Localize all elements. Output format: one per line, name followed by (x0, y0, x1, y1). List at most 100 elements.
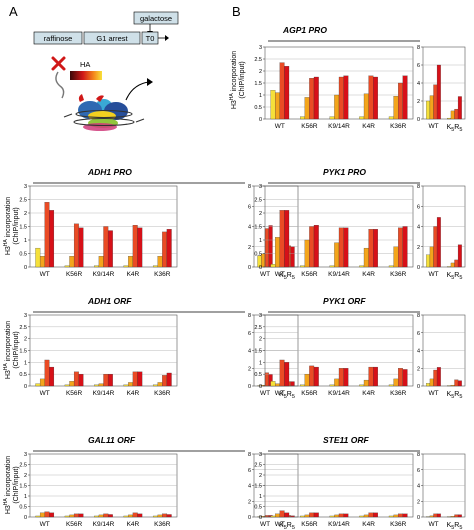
main-bar (103, 513, 109, 518)
x-label-k5r5: K5R5 (447, 272, 463, 281)
main-bar (304, 514, 310, 518)
main-bar (44, 511, 50, 518)
main-bar (368, 75, 374, 120)
inset-bar (447, 266, 452, 268)
y-tick-label: 3 (259, 452, 262, 458)
inset-bar (436, 217, 441, 268)
y-tick-label: 4 (417, 225, 420, 231)
main-bar (132, 371, 138, 387)
y-tick-label: 6 (417, 468, 420, 474)
x-label: K4R (362, 271, 375, 278)
inset-axes: 0 2 4 6 8 (417, 313, 466, 390)
main-bar (35, 383, 41, 387)
inset-bar (457, 244, 462, 268)
x-label: WT (275, 521, 285, 528)
main-bar (329, 515, 335, 518)
y-tick-label: 2.5 (254, 325, 262, 331)
main-bar (359, 515, 365, 518)
main-bar (69, 381, 75, 387)
main-bar (373, 76, 378, 120)
main-bar (313, 512, 319, 518)
main-bar (284, 512, 290, 518)
main-bar (393, 514, 399, 518)
inset-bar (454, 108, 459, 120)
y-tick-label: 0.5 (254, 372, 262, 378)
main-bar (313, 225, 319, 268)
g1-arrest-label: G1 arrest (96, 34, 128, 43)
x-label: K9/14R (328, 271, 350, 278)
y-tick-label: 0 (248, 515, 251, 521)
y-tick-label: 2 (417, 499, 420, 505)
x-label: K4R (127, 521, 140, 528)
y-tick-label: 1 (24, 360, 27, 366)
chart-title: ADH1 PRO (87, 167, 132, 177)
x-label-k5r5: K5R5 (447, 391, 463, 400)
y-tick-label: 0 (417, 515, 420, 521)
main-bar (388, 116, 394, 120)
x-label: K4R (362, 390, 375, 397)
y-tick-label: 0 (259, 117, 262, 123)
x-label: K36R (154, 271, 171, 278)
y-tick-label: 4 (417, 484, 420, 490)
main-bar (107, 374, 113, 387)
x-label: WT (428, 271, 438, 278)
main-bar (270, 90, 276, 120)
x-label: WT (428, 123, 438, 130)
y-tick-label: 1.5 (19, 225, 27, 231)
main-bar (49, 366, 55, 387)
main-bar (334, 242, 340, 268)
y-tick-label: 2.5 (19, 325, 27, 331)
x-label: WT (428, 390, 438, 397)
x-label: K56R (301, 271, 318, 278)
main-bar (279, 210, 285, 268)
inset-bar (426, 254, 431, 268)
inset-bar (436, 64, 441, 120)
main-bar (270, 264, 276, 268)
main-bar (137, 513, 143, 518)
y-tick-label: 2 (24, 211, 27, 217)
main-bar (279, 510, 285, 518)
x-label-k5r5: K5R5 (447, 522, 463, 530)
x-label: WT (275, 123, 285, 130)
y-tick-label: 2 (259, 473, 262, 479)
inset-bar (447, 117, 452, 120)
y-axis-label: H3HA incorporation(ChIP/input) (3, 456, 20, 514)
y-tick-label: 1.5 (19, 349, 27, 355)
main-bar (98, 256, 104, 268)
main-bar (373, 512, 378, 518)
main-bar (368, 229, 374, 268)
main-bar (373, 366, 378, 387)
main-bar (300, 116, 305, 120)
y-tick-label: 6 (248, 331, 251, 337)
y-tick-label: 6 (417, 204, 420, 210)
main-bar (39, 512, 45, 518)
main-bar (69, 514, 75, 518)
incorporation-arrowhead (147, 78, 153, 86)
main-bar (270, 515, 276, 518)
y-tick-label: 2 (248, 245, 251, 251)
main-bar (94, 265, 100, 268)
main-bar (123, 384, 129, 387)
x-label: K9/14R (328, 521, 350, 528)
main-bar (39, 256, 45, 268)
main-bar (107, 230, 113, 268)
main-bar (284, 210, 290, 268)
main-bar (309, 365, 315, 387)
inset-bar (264, 228, 269, 268)
main-bar (359, 116, 365, 120)
main-bar (338, 76, 344, 120)
y-tick-label: 1 (259, 494, 262, 500)
g1-arrest-box (83, 31, 141, 45)
main-bar (343, 368, 349, 387)
ha-label: HA (80, 60, 90, 69)
inset-bar (433, 226, 438, 268)
inset-bar (450, 110, 455, 120)
main-bar (393, 246, 399, 268)
y-tick-label: 2 (417, 99, 420, 105)
main-bar (98, 383, 104, 387)
inset-bar (433, 369, 438, 387)
x-label: WT (40, 390, 50, 397)
inset-bar (454, 379, 459, 387)
main-bar (368, 512, 374, 518)
